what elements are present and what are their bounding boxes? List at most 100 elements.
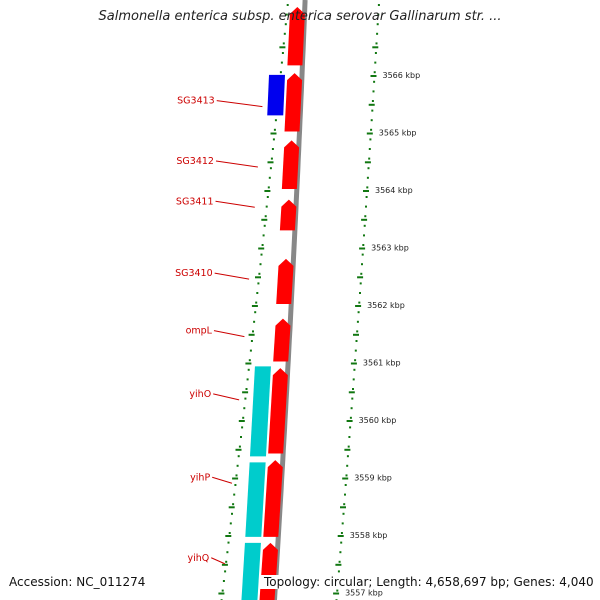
major-tick [353, 333, 359, 336]
tick-dot [267, 186, 270, 189]
tick-dot [344, 493, 346, 496]
gene-label: SG3413 [177, 96, 215, 107]
tick-dot [284, 23, 287, 26]
gene-label: SG3412 [176, 156, 214, 167]
tick-dot [365, 196, 368, 198]
forward-strand-genes [259, 7, 305, 600]
tick-dot [369, 138, 372, 141]
tick-dot [340, 532, 343, 534]
gene-block [284, 73, 303, 132]
gene-label: yihQ [187, 553, 209, 564]
tick-dot [245, 388, 248, 390]
tick-dot [366, 176, 369, 179]
major-tick [267, 161, 274, 164]
gene-leader-line [211, 557, 225, 565]
gene-block [267, 74, 286, 116]
tick-dot [371, 109, 374, 112]
tick-dot [348, 436, 351, 438]
tick-dot [228, 532, 231, 534]
major-tick [346, 420, 353, 422]
tick-dot [221, 589, 224, 592]
tick-dot [370, 119, 373, 122]
tick-dot [248, 359, 251, 362]
major-tick [370, 75, 377, 77]
tick-dot [227, 541, 230, 544]
major-tick [264, 190, 271, 192]
tick-dot [344, 484, 347, 486]
major-tick [342, 477, 349, 480]
gene-block [273, 318, 291, 362]
tick-dot [266, 196, 269, 198]
gene-block [287, 7, 305, 66]
tick-dot [243, 407, 246, 410]
tick-dot [375, 42, 378, 45]
major-tick [232, 477, 239, 480]
tick-dot [233, 493, 236, 496]
tick-dot [250, 340, 253, 342]
kbp-label: 3566 kbp [383, 71, 421, 80]
accession-text: Accession: NC_011274 [9, 575, 150, 589]
tick-dot [356, 320, 359, 323]
tick-dot [247, 368, 250, 371]
gene-label: yihO [189, 389, 211, 400]
tick-dot [365, 205, 367, 208]
tick-dot [341, 522, 344, 525]
tick-dot [231, 512, 233, 515]
gene-block [259, 542, 278, 600]
kbp-label: 3561 kbp [363, 359, 401, 368]
tick-dot [363, 224, 366, 227]
tick-dot [361, 263, 363, 266]
tick-dot [249, 349, 252, 352]
tick-dot [345, 474, 348, 477]
tick-dot [346, 455, 349, 458]
tick-dot [254, 311, 257, 314]
tick-dot [364, 215, 367, 218]
tick-dot [285, 13, 288, 16]
reverse-strand-genes [241, 74, 286, 600]
major-tick [255, 276, 261, 279]
major-tick [228, 506, 235, 509]
major-tick [372, 46, 379, 49]
tick-dot [281, 52, 284, 54]
tick-dot [340, 541, 343, 544]
gene-leader-line [215, 160, 258, 168]
major-tick [245, 362, 252, 365]
kbp-label: 3558 kbp [350, 531, 388, 540]
tick-dot [286, 4, 289, 6]
gene-label: SG3410 [175, 268, 213, 279]
tick-dot [358, 301, 361, 304]
major-tick [333, 592, 340, 595]
major-tick [235, 448, 242, 451]
tick-dot [257, 282, 260, 285]
kbp-label: 3562 kbp [367, 301, 405, 310]
gene-labels: SG3413 SG3412 SG3411 SG3410 ompL yihO yihP yihQ [175, 96, 263, 565]
major-tick [344, 448, 351, 451]
tick-dot [253, 320, 256, 323]
tick-dot [368, 157, 371, 160]
tick-dot [349, 426, 352, 429]
tick-dot [376, 32, 379, 35]
kbp-label: 3563 kbp [371, 244, 409, 253]
gene-label: SG3411 [176, 196, 214, 207]
tick-dot [363, 234, 365, 237]
kbp-label: 3557 kbp [345, 589, 383, 598]
tick-dot [372, 90, 375, 93]
gene-block [249, 366, 271, 457]
tick-dot [259, 263, 262, 266]
gene-block [276, 258, 294, 304]
major-tick [270, 132, 277, 135]
tick-dot [226, 551, 229, 554]
tick-dot [349, 416, 352, 419]
major-tick [355, 305, 362, 307]
tick-dot [353, 368, 356, 371]
tick-dot [224, 570, 227, 573]
outer-tick-ring [333, 4, 380, 600]
gene-label: ompL [186, 326, 213, 337]
tick-dot [374, 52, 377, 54]
kbp-labels: 3566 kbp 3565 kbp 3564 kbp 3563 kbp 3562 kbp… [345, 71, 420, 598]
tick-dot [279, 71, 282, 74]
tick-dot [361, 253, 364, 256]
tick-dot [225, 560, 228, 563]
major-tick [348, 391, 355, 394]
tick-dot [269, 167, 272, 170]
